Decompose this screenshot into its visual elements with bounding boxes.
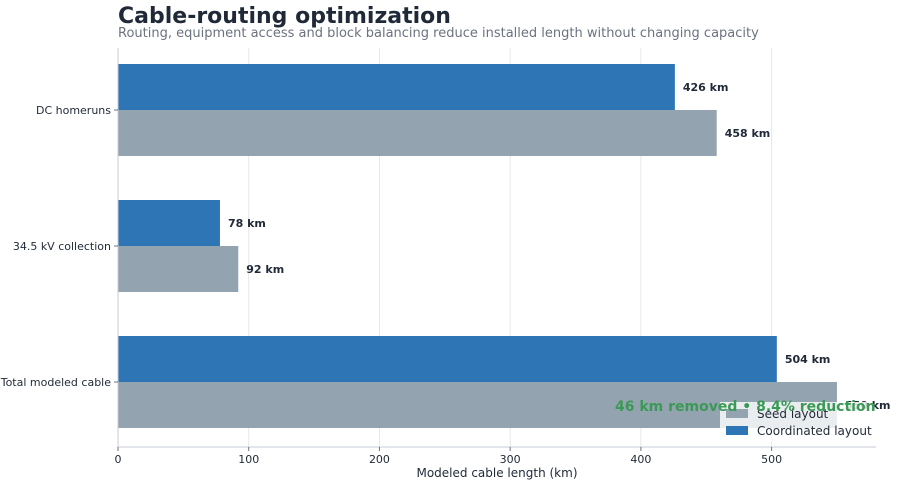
legend-label-seed: Seed layout xyxy=(757,407,829,421)
x-ticks: 0 100 200 300 400 500 xyxy=(115,447,782,466)
category-label: Total modeled cable xyxy=(0,376,111,389)
bar-seed xyxy=(118,110,717,156)
reduction-annotation: 46 km removed • 8.4% reduction xyxy=(615,399,876,415)
bar-seed xyxy=(118,246,239,292)
x-tick-label: 0 xyxy=(115,453,122,466)
bars xyxy=(118,64,837,428)
legend-label-coordinated: Coordinated layout xyxy=(757,424,872,438)
bar-value-label: 78 km xyxy=(228,217,266,230)
bar-value-label: 458 km xyxy=(725,127,771,140)
bar-value-label: 92 km xyxy=(246,263,284,276)
axes xyxy=(117,48,876,448)
x-tick-label: 400 xyxy=(630,453,651,466)
bar-seed xyxy=(118,382,837,428)
legend-background xyxy=(720,402,870,442)
bar-coordinated xyxy=(118,64,675,110)
bar-value-label: 504 km xyxy=(785,353,831,366)
bar-coordinated xyxy=(118,336,777,382)
category-label: 34.5 kV collection xyxy=(13,240,111,253)
x-tick-label: 500 xyxy=(761,453,782,466)
x-axis-label: Modeled cable length (km) xyxy=(416,466,577,480)
chart-subtitle: Routing, equipment access and block bala… xyxy=(118,26,759,41)
category-labels: DC homeruns 34.5 kV collection Total model… xyxy=(0,104,118,389)
x-tick-label: 300 xyxy=(500,453,521,466)
bar-coordinated xyxy=(118,200,220,246)
x-tick-label: 100 xyxy=(238,453,259,466)
legend: Seed layout Coordinated layout xyxy=(720,402,872,442)
x-tick-label: 200 xyxy=(369,453,390,466)
legend-swatch-coordinated xyxy=(726,426,748,435)
bar-value-label: 426 km xyxy=(683,81,729,94)
legend-swatch-seed xyxy=(726,409,748,418)
chart-title: Cable-routing optimization xyxy=(118,4,451,29)
category-label: DC homeruns xyxy=(36,104,111,117)
